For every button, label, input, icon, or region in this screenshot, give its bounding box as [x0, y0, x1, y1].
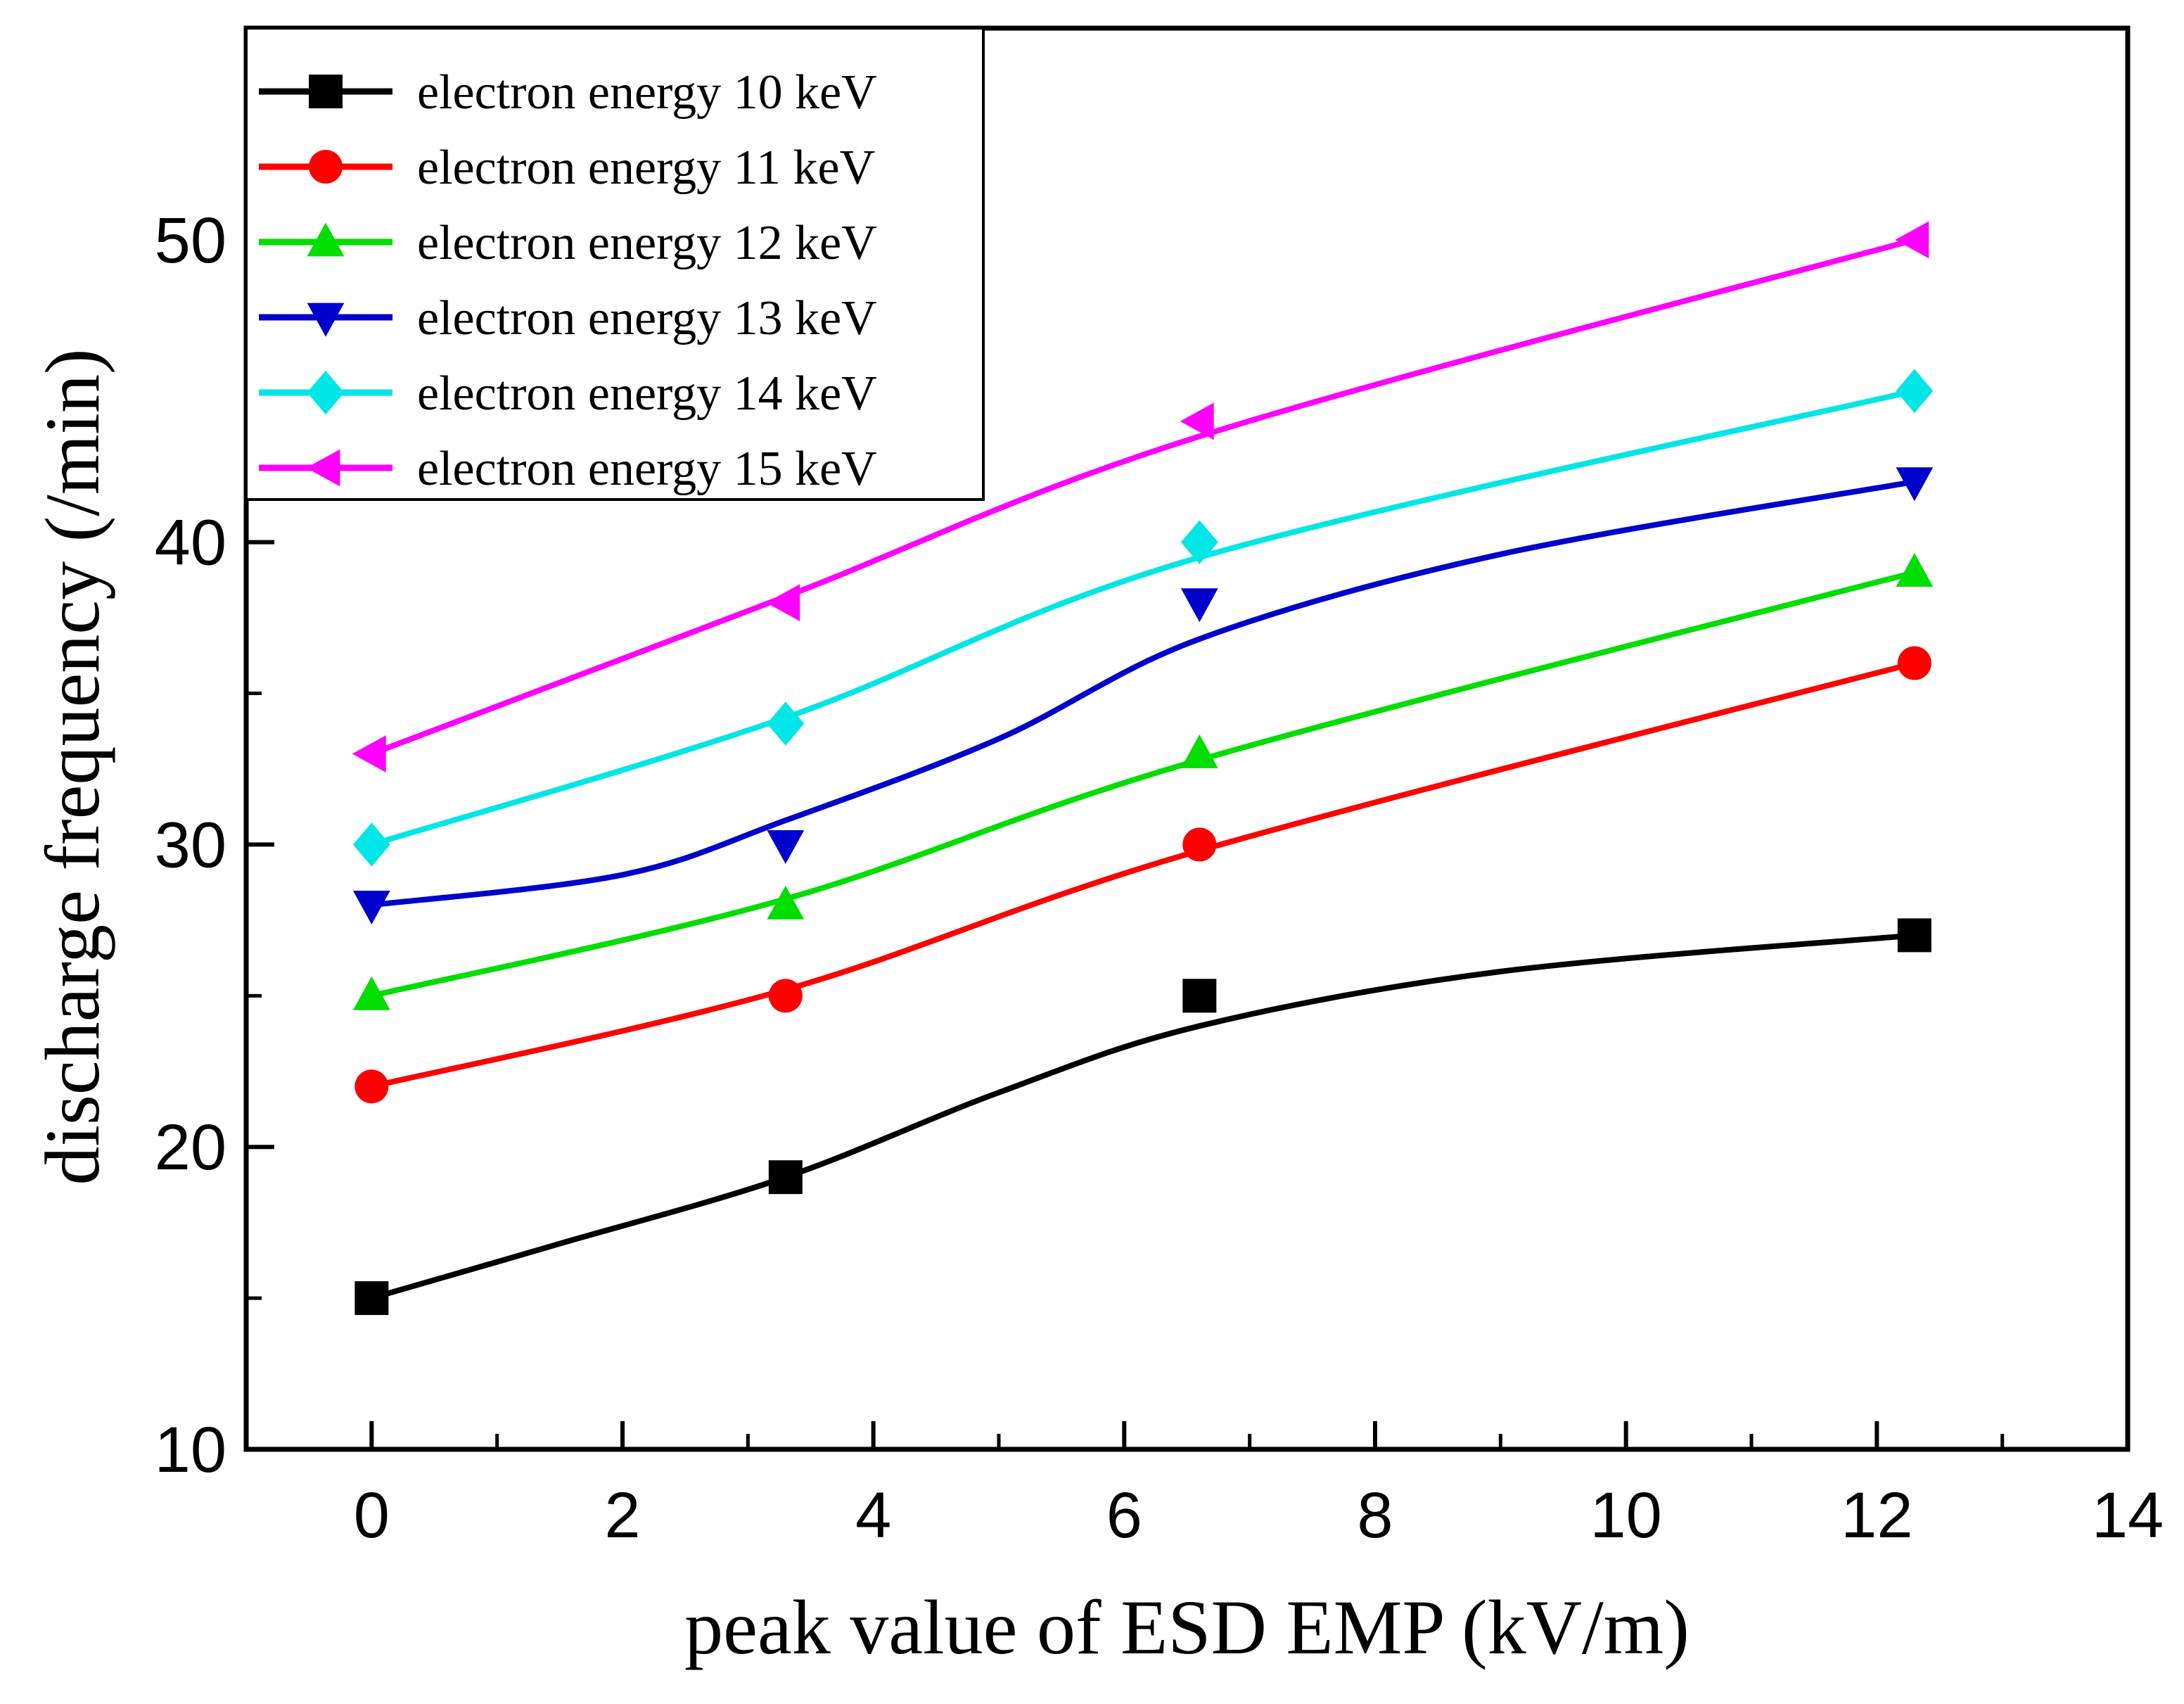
legend-marker	[309, 150, 343, 184]
y-tick-label: 20	[155, 1112, 226, 1183]
series-line	[371, 388, 1915, 848]
data-point	[352, 822, 390, 867]
data-point	[1180, 734, 1218, 768]
x-tick-label: 6	[1106, 1480, 1142, 1551]
legend-label: electron energy 12 keV	[417, 216, 877, 270]
x-tick-label: 14	[2092, 1480, 2164, 1551]
data-point	[1897, 918, 1931, 953]
legend-marker	[307, 222, 345, 257]
series-layer	[352, 221, 1934, 1316]
legend: electron energy 10 keV electron energy 11…	[245, 27, 985, 501]
series-line	[371, 569, 1915, 999]
x-axis-title: peak value of ESD EMP (kV/m)	[684, 1584, 1690, 1670]
legend-item: electron energy 11 keV	[259, 141, 875, 195]
series-3	[352, 553, 1934, 1010]
data-point	[1896, 369, 1934, 413]
y-axis-title: discharge frequency (/min)	[30, 348, 115, 1185]
legend-label: electron energy 10 keV	[417, 65, 877, 120]
legend-marker	[307, 370, 345, 415]
data-point	[355, 1281, 389, 1316]
data-point	[767, 885, 805, 920]
series-line	[371, 478, 1915, 908]
series-line	[371, 932, 1915, 1301]
y-tick-label: 50	[155, 205, 226, 276]
data-point	[355, 1069, 389, 1104]
legend-item: electron energy 12 keV	[259, 216, 877, 270]
series-line	[370, 237, 1915, 757]
x-tick-label: 0	[354, 1480, 390, 1551]
y-tick-label: 40	[155, 507, 226, 579]
data-point	[768, 979, 803, 1013]
data-point	[1180, 520, 1218, 564]
series-4	[352, 467, 1934, 924]
legend-marker	[307, 303, 345, 337]
data-point	[1180, 402, 1214, 440]
data-point	[1896, 467, 1934, 502]
data-point	[1896, 553, 1934, 587]
legend-item: electron energy 13 keV	[259, 291, 877, 345]
data-point	[1182, 827, 1217, 862]
x-tick-label: 12	[1841, 1480, 1912, 1551]
data-point	[768, 1160, 803, 1195]
data-point	[1180, 588, 1218, 623]
legend-label: electron energy 15 keV	[417, 442, 877, 496]
legend-marker	[309, 75, 343, 108]
data-point	[767, 830, 805, 865]
legend-label: electron energy 13 keV	[417, 291, 877, 345]
series-2	[355, 646, 1931, 1104]
data-point	[767, 701, 805, 746]
x-tick-label: 4	[855, 1480, 891, 1551]
legend-box	[245, 27, 985, 501]
x-tick-label: 10	[1590, 1480, 1661, 1551]
data-point	[352, 735, 386, 772]
legend-item: electron energy 10 keV	[259, 65, 877, 120]
y-tick-label: 30	[155, 809, 226, 881]
y-tick-label: 10	[155, 1414, 226, 1486]
data-point	[352, 890, 390, 924]
x-tick-label: 8	[1357, 1480, 1393, 1551]
data-point	[352, 976, 390, 1010]
plot-frame	[243, 25, 2131, 1452]
series-5	[352, 369, 1934, 867]
series-line	[371, 660, 1915, 1090]
data-point	[766, 584, 800, 621]
legend-item: electron energy 14 keV	[259, 367, 877, 421]
legend-item: electron energy 15 keV	[259, 442, 877, 496]
legend-label: electron energy 14 keV	[417, 367, 877, 421]
data-point	[1895, 221, 1929, 259]
data-point	[1182, 979, 1217, 1013]
series-1	[355, 918, 1931, 1316]
x-tick-label: 2	[604, 1480, 640, 1551]
series-6	[352, 221, 1929, 772]
legend-label: electron energy 11 keV	[417, 141, 875, 195]
tick-labels: 0 2 4 6 8 10 12 14 10 20 30 40 50	[155, 205, 2164, 1551]
data-point	[1897, 646, 1931, 680]
legend-marker	[306, 449, 340, 487]
